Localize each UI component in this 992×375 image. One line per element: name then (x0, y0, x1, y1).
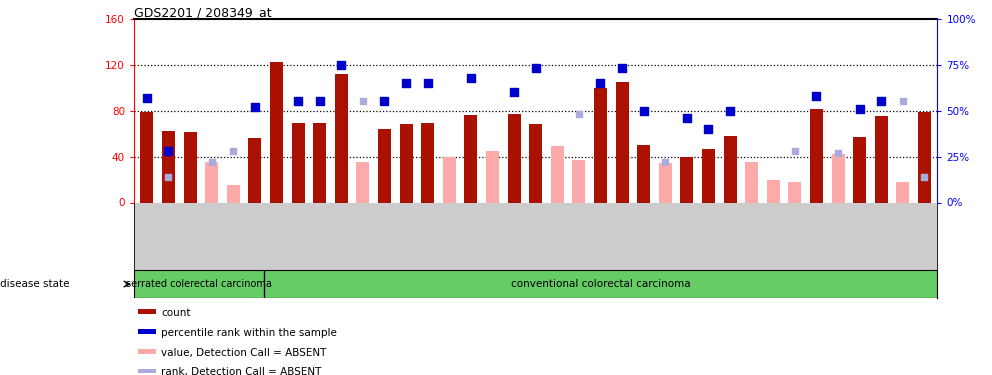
Text: serrated colerectal carcinoma: serrated colerectal carcinoma (126, 279, 272, 289)
Point (679, 115, 694, 121)
Bar (789, 182, 802, 203)
Bar (422, 123, 434, 202)
Text: disease state: disease state (0, 279, 69, 289)
Point (917, 174, 932, 180)
Bar (831, 154, 844, 203)
Bar (227, 185, 240, 202)
Point (658, 159, 674, 165)
Point (203, 159, 219, 165)
Bar (853, 137, 866, 202)
Bar (767, 180, 780, 203)
Point (225, 148, 241, 154)
Bar (313, 123, 326, 202)
Point (139, 95, 155, 101)
Point (852, 106, 868, 112)
Bar (723, 136, 736, 202)
Point (463, 75, 479, 81)
Bar (270, 62, 283, 202)
Point (830, 150, 846, 156)
Bar (875, 116, 888, 202)
Bar (138, 369, 156, 374)
Bar (551, 146, 563, 202)
Bar (442, 157, 455, 203)
Text: percentile rank within the sample: percentile rank within the sample (162, 328, 337, 338)
Bar (616, 82, 629, 203)
Bar (334, 74, 348, 202)
Point (636, 108, 652, 114)
Point (592, 80, 608, 86)
Bar (205, 162, 218, 202)
Bar (529, 124, 543, 202)
Point (808, 93, 824, 99)
Bar (356, 162, 369, 202)
Bar (637, 145, 650, 202)
Bar (292, 123, 305, 202)
Bar (162, 131, 175, 203)
Bar (248, 138, 261, 202)
Bar (681, 157, 693, 203)
Text: conventional colorectal carcinoma: conventional colorectal carcinoma (511, 279, 690, 289)
Point (571, 111, 587, 117)
Point (290, 99, 306, 105)
Bar (138, 329, 156, 334)
Bar (508, 114, 521, 202)
Point (311, 99, 327, 105)
Point (528, 65, 544, 71)
Point (873, 99, 889, 105)
Bar (897, 182, 910, 203)
Point (355, 99, 371, 105)
Bar (138, 309, 156, 314)
Bar (572, 160, 585, 202)
Point (614, 65, 630, 71)
Point (895, 99, 911, 105)
Bar (594, 88, 607, 202)
Point (420, 80, 435, 86)
Text: GDS2201 / 208349_at: GDS2201 / 208349_at (134, 6, 272, 19)
Point (700, 126, 716, 132)
Bar (659, 164, 672, 202)
Point (722, 108, 738, 114)
Bar (745, 162, 758, 202)
Bar (810, 110, 823, 202)
Point (506, 89, 522, 95)
Text: count: count (162, 308, 190, 318)
Point (398, 80, 414, 86)
Point (333, 62, 349, 68)
Point (247, 104, 263, 110)
Bar (918, 112, 930, 202)
Bar (464, 115, 477, 202)
Bar (400, 124, 413, 202)
Bar (486, 151, 499, 202)
Text: rank, Detection Call = ABSENT: rank, Detection Call = ABSENT (162, 368, 321, 375)
Point (161, 174, 177, 180)
Bar (141, 112, 154, 202)
Point (787, 148, 803, 154)
Point (161, 148, 177, 154)
Text: value, Detection Call = ABSENT: value, Detection Call = ABSENT (162, 348, 326, 358)
Bar (378, 129, 391, 203)
Point (377, 99, 393, 105)
Bar (702, 148, 715, 202)
Bar (184, 132, 196, 202)
Bar (138, 349, 156, 354)
